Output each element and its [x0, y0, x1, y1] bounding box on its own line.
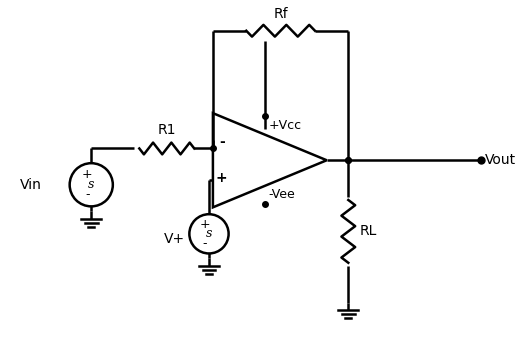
Text: V+: V+ [164, 232, 185, 246]
Text: +: + [200, 218, 211, 231]
Text: -Vee: -Vee [269, 188, 295, 201]
Text: Vout: Vout [485, 153, 516, 167]
Text: +: + [82, 168, 93, 181]
Text: +Vcc: +Vcc [269, 119, 302, 132]
Text: -: - [203, 237, 207, 250]
Text: s: s [206, 227, 212, 240]
Text: -: - [85, 188, 89, 201]
Text: RL: RL [360, 224, 378, 238]
Text: +: + [216, 171, 228, 185]
Text: Rf: Rf [274, 7, 288, 21]
Text: R1: R1 [158, 123, 176, 137]
Text: Vin: Vin [20, 178, 42, 192]
Text: -: - [219, 135, 225, 149]
Text: s: s [88, 178, 95, 191]
